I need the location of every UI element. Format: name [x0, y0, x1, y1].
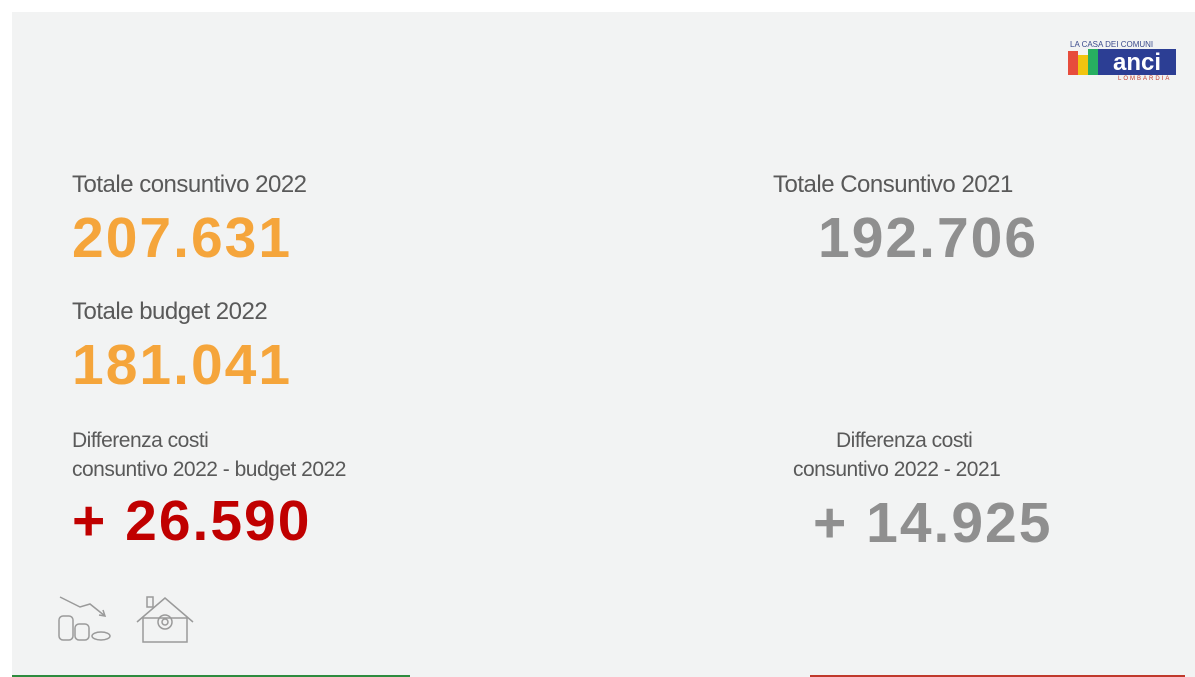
logo-sub-text: LOMBARDIA	[1118, 76, 1172, 82]
value: + 26.590	[72, 489, 312, 553]
footer-bar	[12, 675, 410, 677]
label: Totale consuntivo 2022	[72, 171, 307, 198]
icons	[58, 596, 194, 643]
label: consuntivo 2022 - 2021	[793, 458, 1001, 481]
value: 181.041	[72, 333, 293, 397]
logo-text: anci	[1113, 49, 1161, 75]
slide	[12, 12, 1195, 677]
footer-bar	[810, 675, 1185, 677]
logo-top-text: LA CASA DEI COMUNI	[1070, 40, 1154, 49]
label: Totale budget 2022	[72, 298, 268, 325]
label: consuntivo 2022 - budget 2022	[72, 458, 346, 481]
label: Totale Consuntivo 2021	[773, 171, 1013, 198]
label: Differenza costi	[72, 429, 209, 452]
logo: anci	[1068, 49, 1176, 75]
value: + 14.925	[813, 491, 1053, 555]
value: 207.631	[72, 206, 293, 270]
label: Differenza costi	[836, 429, 973, 452]
value: 192.706	[818, 206, 1039, 270]
